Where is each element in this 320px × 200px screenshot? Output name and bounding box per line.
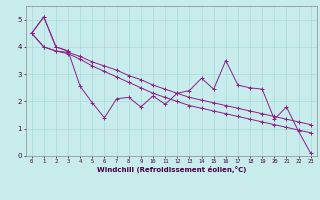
X-axis label: Windchill (Refroidissement éolien,°C): Windchill (Refroidissement éolien,°C)	[97, 166, 246, 173]
